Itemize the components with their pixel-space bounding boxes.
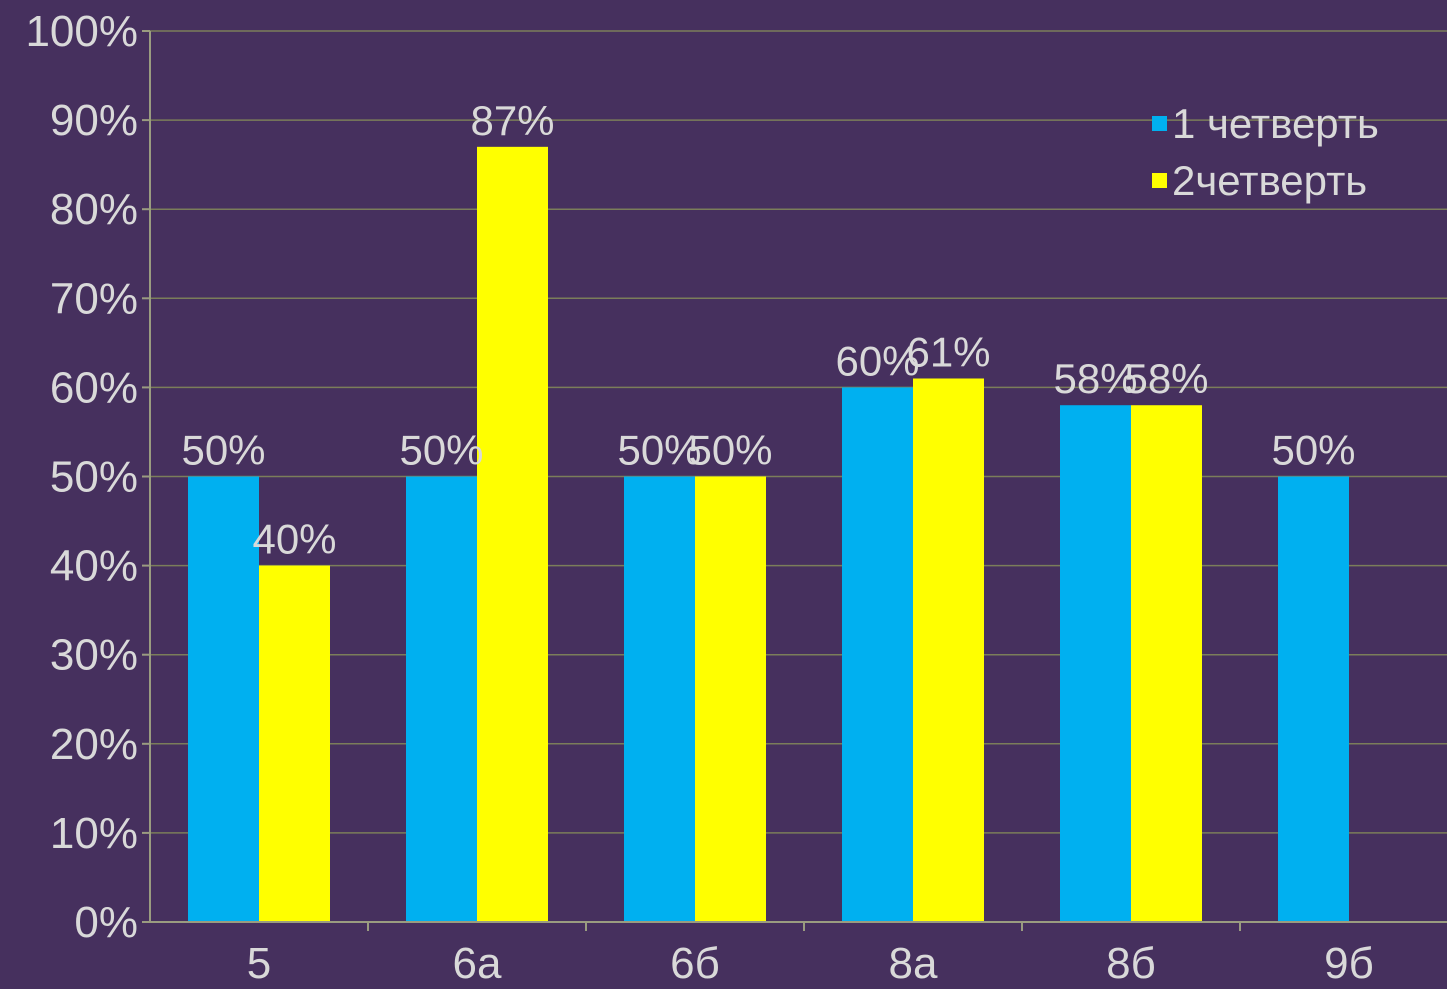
data-label: 50% <box>688 427 772 474</box>
bar <box>259 565 330 922</box>
y-tick-label: 40% <box>50 542 138 591</box>
bar <box>477 146 548 922</box>
data-label: 61% <box>906 328 990 375</box>
legend-swatch <box>1152 173 1167 188</box>
data-label: 50% <box>181 427 265 474</box>
data-label: 58% <box>1124 355 1208 402</box>
bar <box>695 476 766 922</box>
x-category-label: 8а <box>889 939 938 984</box>
data-label: 58% <box>1053 355 1137 402</box>
bar <box>624 476 695 922</box>
y-tick-label: 50% <box>50 453 138 502</box>
bar <box>406 476 477 922</box>
data-label: 40% <box>252 516 336 563</box>
bar <box>842 387 913 922</box>
legend-entry: 1 четверть <box>1172 100 1379 147</box>
bar <box>1278 476 1349 922</box>
data-label: 50% <box>617 427 701 474</box>
x-category-label: 5 <box>247 939 271 984</box>
data-label: 60% <box>835 337 919 384</box>
y-tick-label: 10% <box>50 809 138 858</box>
data-label: 50% <box>1271 427 1355 474</box>
data-label: 50% <box>399 427 483 474</box>
y-tick-label: 90% <box>50 96 138 145</box>
y-tick-label: 100% <box>25 7 138 56</box>
y-tick-label: 80% <box>50 185 138 234</box>
y-axis-ticks: 0% 10% 20% 30% 40% 50% 60% 70% 80% 90% 100% <box>25 7 151 947</box>
bar <box>1060 405 1131 923</box>
grid-layer <box>150 30 1447 834</box>
y-tick-label: 0% <box>74 898 138 947</box>
x-category-label: 9б <box>1324 939 1374 984</box>
x-category-label: 6а <box>453 939 502 984</box>
x-category-label: 8б <box>1106 939 1156 984</box>
y-tick-label: 60% <box>50 363 138 412</box>
data-labels: 50%40%50%87%50%50%60%61%58%58%50% <box>181 97 1355 563</box>
bar <box>913 378 984 922</box>
x-category-label: 6б <box>670 939 720 984</box>
y-tick-label: 20% <box>50 720 138 769</box>
y-tick-label: 70% <box>50 274 138 323</box>
bar <box>1131 405 1202 923</box>
bar <box>188 476 259 922</box>
legend-swatch <box>1152 116 1167 131</box>
legend: 1 четверть 2четверть <box>1152 100 1379 204</box>
x-axis-categories: 5 6а 6б 8а 8б 9б <box>150 921 1447 988</box>
bars <box>188 146 1349 923</box>
data-label: 87% <box>470 97 554 144</box>
legend-entry: 2четверть <box>1172 157 1367 204</box>
y-tick-label: 30% <box>50 631 138 680</box>
